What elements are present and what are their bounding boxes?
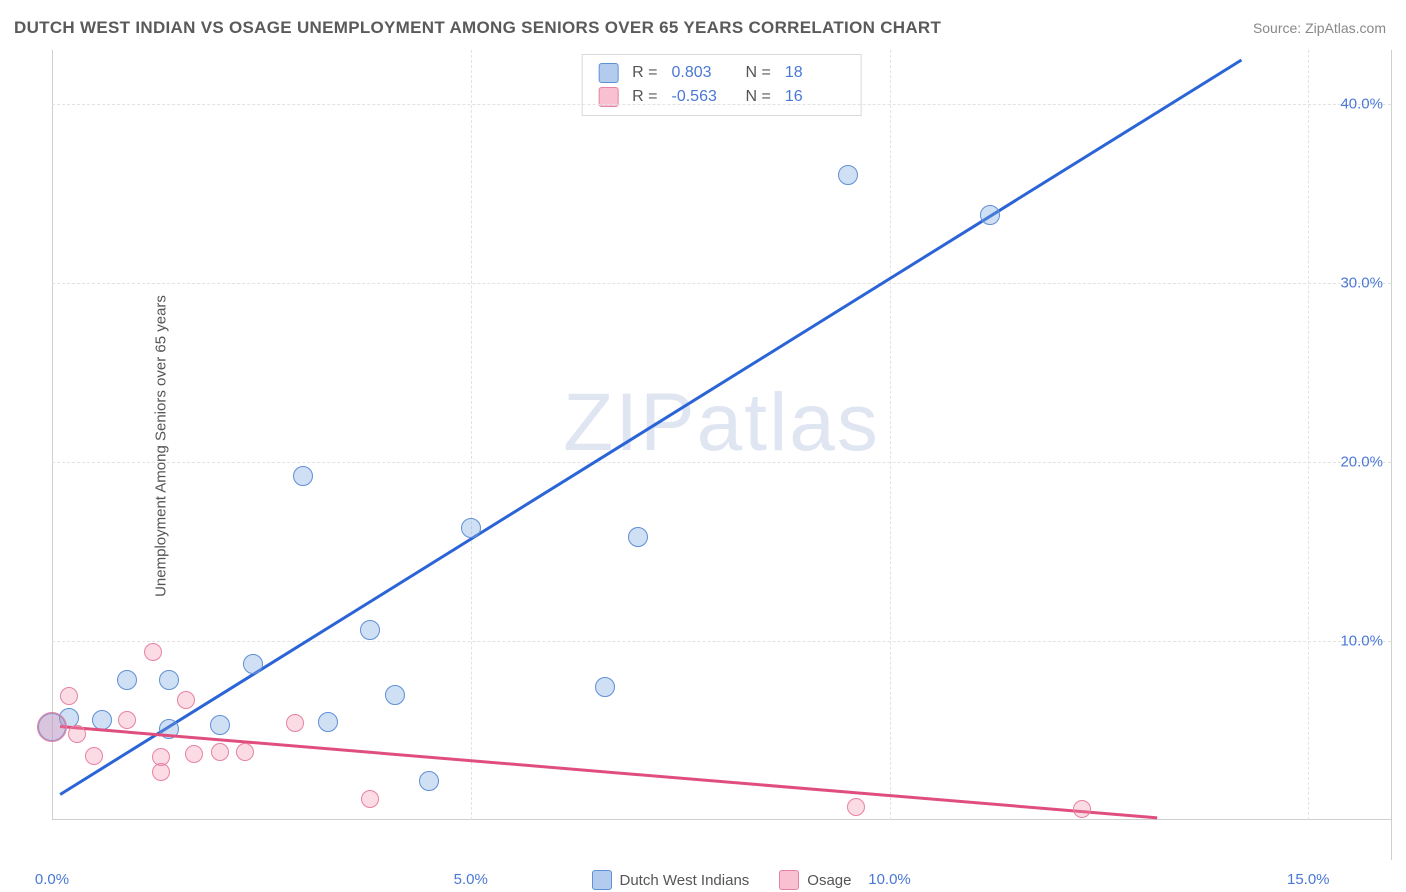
data-point [318,712,338,732]
legend-correlation: R = 0.803 N = 18 R =-0.563N =16 [581,54,862,116]
grid-line-h [52,641,1391,642]
y-tick-label: 30.0% [1340,274,1383,291]
data-point [92,710,112,730]
trend-line [60,59,1242,795]
data-point [847,798,865,816]
y-tick-label: 40.0% [1340,95,1383,112]
data-point [60,687,78,705]
grid-line-h [52,104,1391,105]
x-tick-label: 15.0% [1287,871,1330,888]
legend-swatch [779,870,799,890]
legend-r-label: R = [632,64,657,82]
data-point [68,725,86,743]
y-axis-line [52,50,53,820]
data-point [118,711,136,729]
legend-swatch [598,63,618,83]
data-point [211,743,229,761]
grid-line-v [1308,50,1309,820]
legend-series-label: Osage [807,872,851,889]
x-tick-label: 10.0% [868,871,911,888]
x-axis-line [52,819,1391,820]
data-point [210,715,230,735]
legend-series-label: Dutch West Indians [620,872,750,889]
grid-line-v [471,50,472,820]
legend-n-value: 18 [785,64,845,82]
data-point [236,743,254,761]
grid-line-h [52,283,1391,284]
data-point [595,677,615,697]
legend-row: R = 0.803 N = 18 [598,61,845,85]
data-point [293,466,313,486]
data-point [144,643,162,661]
data-point [85,747,103,765]
watermark: ZIPatlas [563,376,880,470]
data-point [177,691,195,709]
data-point [152,763,170,781]
legend-item: Osage [779,870,851,890]
data-point [286,714,304,732]
x-tick-label: 0.0% [35,871,69,888]
data-point [419,771,439,791]
data-point [360,620,380,640]
data-point [385,685,405,705]
data-point [838,165,858,185]
data-point [243,654,263,674]
data-point [461,518,481,538]
data-point [1073,800,1091,818]
plot-inner: ZIPatlas R =0.803N =18R =-0.563N =16 Dut… [52,50,1391,860]
plot-area: ZIPatlas R =0.803N =18R =-0.563N =16 Dut… [52,50,1392,860]
data-point [159,670,179,690]
data-point [37,712,67,742]
data-point [185,745,203,763]
legend-swatch [592,870,612,890]
chart-title: DUTCH WEST INDIAN VS OSAGE UNEMPLOYMENT … [14,18,941,38]
legend-series: Dutch West Indians Osage [592,870,852,890]
trend-line [60,725,1157,819]
data-point [117,670,137,690]
grid-line-h [52,462,1391,463]
data-point [628,527,648,547]
source-label: Source: ZipAtlas.com [1253,20,1386,36]
y-tick-label: 20.0% [1340,453,1383,470]
data-point [980,205,1000,225]
legend-n-label: N = [746,64,771,82]
x-tick-label: 5.0% [454,871,488,888]
y-tick-label: 10.0% [1340,632,1383,649]
data-point [361,790,379,808]
grid-line-v [890,50,891,820]
legend-row: R =-0.563N =16 [598,85,845,109]
legend-r-value: 0.803 [672,64,732,82]
legend-item: Dutch West Indians [592,870,750,890]
